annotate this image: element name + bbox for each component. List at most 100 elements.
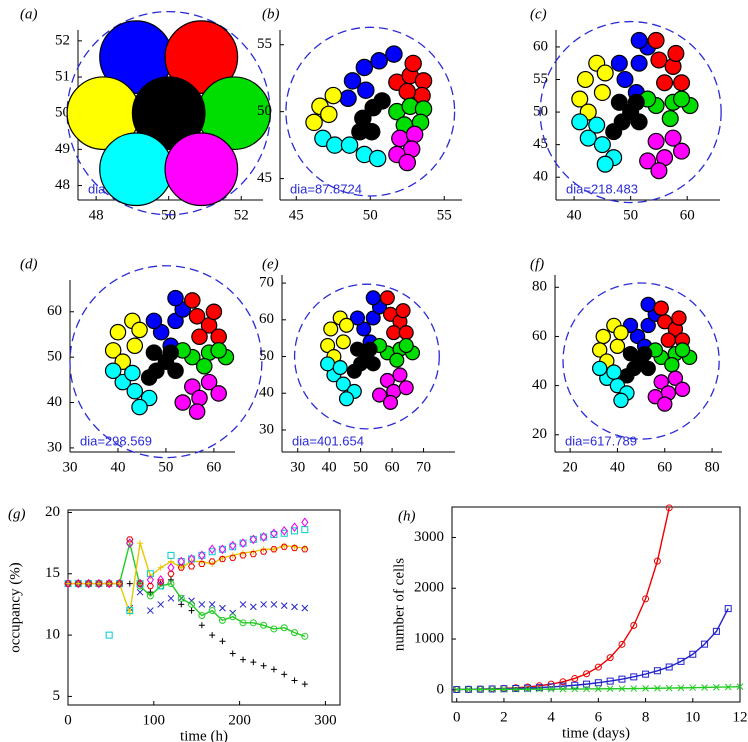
cell [656, 74, 674, 92]
marker [178, 601, 185, 608]
cell [404, 54, 422, 73]
marker [547, 685, 555, 693]
cell [389, 352, 405, 368]
panel-label: (f) [530, 256, 544, 272]
marker [595, 685, 602, 693]
x-tick-label: 0 [453, 709, 461, 725]
axes-frame [451, 506, 741, 703]
panel: (d) 30 40 50 60 30 40 50 60 dia=298.569 [20, 256, 263, 475]
annotation: dia=298.569 [80, 433, 152, 448]
cell [653, 300, 669, 316]
marker [137, 540, 144, 547]
cell [373, 92, 391, 110]
marker [167, 551, 175, 559]
marker [301, 526, 309, 534]
x-tick-label: 20 [563, 459, 578, 475]
cell [320, 356, 336, 372]
marker [281, 671, 288, 678]
x-tick-label: 50 [161, 207, 176, 223]
marker [250, 659, 257, 666]
y-tick-label: 80 [532, 279, 547, 295]
cell [674, 381, 691, 398]
marker [106, 580, 113, 587]
y-tick-label: 5 [53, 688, 61, 704]
marker [642, 595, 650, 603]
marker [594, 679, 602, 687]
cell [606, 364, 622, 380]
marker [147, 607, 154, 614]
cell [647, 31, 665, 49]
cell [365, 356, 381, 372]
marker [116, 580, 123, 587]
cell [368, 149, 387, 168]
marker [218, 545, 226, 553]
marker [239, 619, 247, 627]
cell [126, 337, 144, 355]
marker [270, 546, 278, 553]
cell [664, 129, 682, 147]
marker [571, 685, 579, 693]
series-line [68, 542, 305, 614]
y-tick-label: 30 [259, 421, 274, 437]
x-tick-label: 60 [680, 207, 695, 223]
cell [210, 385, 227, 402]
cell [167, 362, 184, 380]
cell [131, 321, 148, 339]
cell [622, 345, 639, 362]
marker [187, 554, 196, 564]
marker [583, 670, 591, 678]
cell [349, 341, 366, 357]
cell [596, 155, 614, 173]
marker [618, 675, 626, 683]
panel-label: (e) [262, 256, 279, 272]
cell [362, 341, 378, 357]
x-tick-label: 70 [416, 459, 431, 475]
marker [500, 686, 508, 693]
cell [610, 93, 628, 111]
marker [208, 558, 216, 565]
marker [280, 624, 288, 632]
marker [198, 601, 206, 608]
marker [291, 527, 299, 535]
marker [290, 522, 299, 533]
panel-label: (d) [20, 256, 38, 272]
marker [618, 685, 626, 692]
marker [301, 604, 309, 612]
x-tick-label: 8 [642, 709, 650, 725]
cell [571, 113, 589, 131]
y-axis-title: number of cells [391, 558, 407, 651]
x-tick-label: 12 [733, 709, 748, 725]
series-line [456, 608, 729, 691]
y-tick-label: 1000 [414, 630, 444, 646]
cell [346, 363, 362, 379]
cell [398, 380, 414, 396]
marker [64, 580, 72, 587]
marker [665, 684, 673, 692]
cell [395, 303, 411, 319]
marker [95, 580, 102, 587]
x-tick-label: 60 [385, 459, 400, 475]
cell [323, 321, 339, 337]
cell [630, 31, 648, 49]
y-tick-label: 50 [257, 103, 272, 119]
marker [571, 675, 579, 682]
panel-label: (h) [398, 508, 416, 524]
marker [301, 681, 308, 688]
cell [326, 136, 344, 154]
marker [547, 683, 555, 691]
marker [198, 622, 205, 629]
marker [177, 564, 185, 571]
marker [229, 543, 237, 551]
marker [136, 588, 144, 596]
marker [301, 632, 309, 640]
cell [164, 20, 239, 95]
y-tick-label: 55 [257, 36, 272, 52]
marker [147, 589, 154, 596]
cell [339, 89, 357, 108]
marker [701, 640, 709, 648]
cell [386, 325, 402, 341]
marker [280, 526, 288, 536]
cell [592, 342, 608, 358]
x-tick-label: 300 [314, 712, 337, 728]
marker [239, 601, 247, 608]
